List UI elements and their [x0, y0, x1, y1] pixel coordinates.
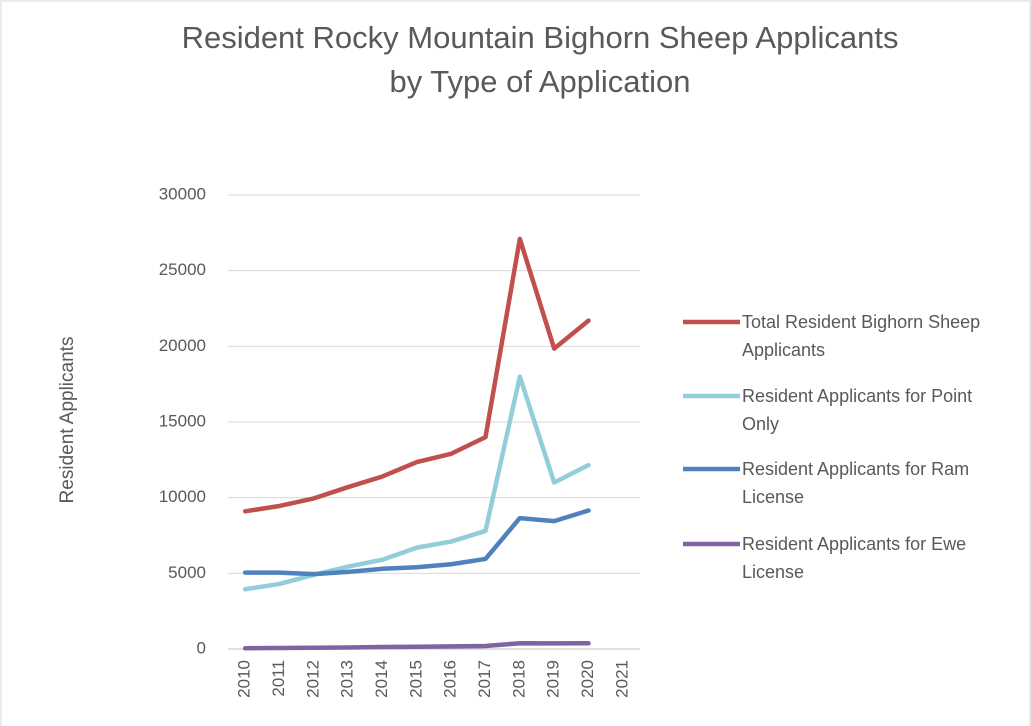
x-tick-label: 2016 [441, 660, 460, 698]
series-line [242, 640, 591, 651]
y-tick-label: 15000 [159, 411, 206, 430]
x-tick-label: 2010 [235, 660, 254, 698]
legend-label: Total Resident Bighorn Sheep Applicants [742, 312, 981, 360]
y-tick-label: 25000 [159, 260, 206, 279]
x-tick-label: 2021 [612, 660, 631, 698]
y-tick-label: 30000 [159, 184, 206, 203]
x-tick-label: 2015 [406, 660, 425, 698]
chart-title: Resident Rocky Mountain Bighorn Sheep Ap… [181, 20, 899, 99]
x-tick-label: 2018 [509, 660, 528, 698]
y-tick-label: 10000 [159, 487, 206, 506]
y-axis-label: Resident Applicants [57, 337, 78, 504]
x-tick-label: 2014 [372, 660, 391, 698]
x-tick-label: 2020 [578, 660, 597, 698]
series-line [242, 508, 591, 577]
x-tick-label: 2012 [303, 660, 322, 698]
y-tick-label: 0 [197, 638, 206, 657]
x-tick-label: 2013 [338, 660, 357, 698]
y-tick-label: 5000 [168, 563, 206, 582]
y-tick-label: 20000 [159, 336, 206, 355]
x-tick-label: 2017 [475, 660, 494, 698]
legend-label: Resident Applicants for Ram License [742, 459, 970, 507]
series-line [242, 236, 591, 514]
x-tick-label: 2011 [269, 660, 288, 697]
series-line [242, 374, 591, 592]
x-tick-label: 2019 [544, 660, 563, 698]
legend-label: Resident Applicants for Point Only [742, 386, 973, 434]
legend-label: Resident Applicants for Ewe License [742, 534, 967, 582]
